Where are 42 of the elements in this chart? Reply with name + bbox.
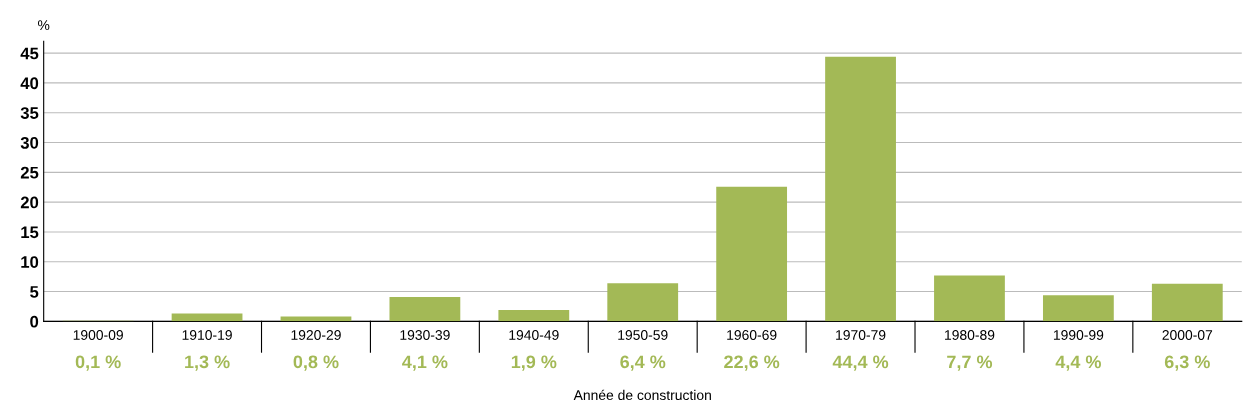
data-label: 1,3 % [185, 355, 230, 371]
x-tick-label: 1900-09 [73, 330, 123, 340]
y-tick-label: 5 [30, 286, 39, 298]
y-tick-label: 10 [21, 256, 39, 268]
y-axis-title: % [38, 20, 50, 30]
data-label: 44,4 % [832, 355, 889, 371]
y-tick-label: 35 [20, 107, 39, 119]
data-label: 6,3 % [1164, 355, 1210, 371]
x-tick-label: 1980-89 [945, 330, 995, 340]
bar [1042, 295, 1114, 322]
bar [1151, 283, 1223, 322]
bar [825, 56, 896, 322]
data-label: 22,6 % [724, 355, 780, 371]
y-tick-label: 25 [20, 166, 39, 179]
y-tick-label: 45 [20, 47, 39, 60]
y-tick-label: 20 [20, 196, 39, 209]
x-tick-label: 1990-99 [1053, 330, 1104, 340]
y-tick-label: 0 [30, 315, 39, 328]
x-tick-label: 1910-19 [182, 330, 232, 340]
data-label: 0,1 % [75, 355, 121, 371]
data-label: 0,8 % [293, 355, 339, 371]
x-tick-label: 2000-07 [1162, 330, 1213, 340]
data-label: 7,7 % [947, 355, 993, 371]
x-tick-label: 1940-49 [509, 330, 559, 340]
y-tick-label: 30 [20, 136, 39, 149]
data-label: 6,4 % [620, 355, 666, 371]
data-label: 4,4 % [1055, 355, 1101, 371]
x-tick-label: 1920-29 [291, 330, 341, 340]
y-tick-label: 40 [20, 77, 39, 90]
x-tick-label: 1970-79 [836, 330, 886, 340]
y-tick-label: 15 [21, 226, 39, 239]
x-tick-label: 1960-69 [727, 330, 777, 340]
bar [716, 186, 788, 322]
x-axis-title: Année de construction [573, 389, 711, 401]
x-tick-label: 1930-39 [400, 330, 450, 340]
bar [607, 283, 679, 322]
data-label: 4,1 % [402, 355, 448, 371]
x-tick-label: 1950-59 [618, 330, 668, 340]
bar [934, 275, 1005, 322]
bar [498, 310, 570, 322]
bar [389, 296, 461, 322]
data-label: 1,9 % [511, 355, 557, 371]
